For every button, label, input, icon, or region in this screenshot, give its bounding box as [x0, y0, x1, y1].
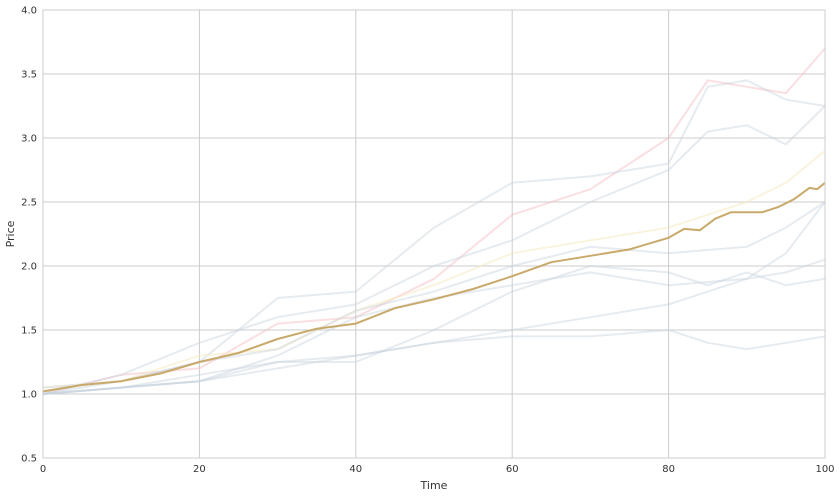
- series-line-3: [42, 105, 826, 395]
- series-line-1: [42, 47, 826, 395]
- y-tick-label: 3.0: [21, 134, 37, 145]
- series-line-8: [42, 329, 826, 395]
- y-tick-label: 4.0: [21, 6, 37, 17]
- series-line-4: [42, 150, 826, 389]
- series-layer: [42, 47, 826, 395]
- y-tick-label: 2.0: [21, 262, 37, 273]
- series-line-2: [42, 79, 826, 395]
- y-tick-label: 3.5: [21, 70, 37, 81]
- y-axis-ticks: 0.5 1.0 1.5 2.0 2.5 3.0 3.5 4.0: [21, 6, 37, 465]
- x-tick-label: 100: [815, 464, 834, 475]
- plot-frame: [42, 9, 826, 459]
- series-line-10: [42, 182, 826, 393]
- x-axis-label: Time: [420, 479, 448, 492]
- series-line-6: [42, 258, 826, 395]
- y-axis-label: Price: [4, 220, 17, 247]
- x-tick-label: 60: [506, 464, 519, 475]
- x-tick-label: 40: [349, 464, 362, 475]
- y-tick-label: 1.0: [21, 390, 37, 401]
- y-tick-label: 1.5: [21, 326, 37, 337]
- x-axis-ticks: 0 20 40 60 80 100: [40, 464, 835, 475]
- y-tick-label: 2.5: [21, 198, 37, 209]
- y-tick-label: 0.5: [21, 454, 37, 465]
- x-tick-label: 0: [40, 464, 46, 475]
- series-line-7: [42, 265, 826, 395]
- grid-lines: [42, 9, 826, 459]
- series-line-9: [42, 201, 826, 395]
- x-tick-label: 20: [193, 464, 206, 475]
- x-tick-label: 80: [662, 464, 675, 475]
